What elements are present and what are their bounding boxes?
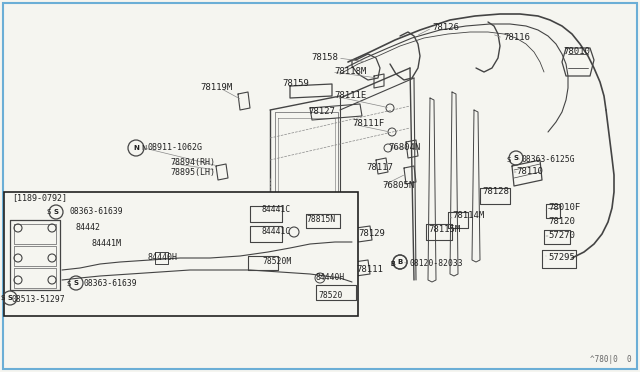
Text: 78126: 78126: [432, 23, 459, 32]
Text: S: S: [8, 295, 13, 301]
Text: N: N: [133, 145, 139, 151]
Text: 78111F: 78111F: [352, 119, 384, 128]
Text: 78894(RH): 78894(RH): [170, 158, 215, 167]
Text: 78119M: 78119M: [200, 83, 232, 93]
Text: 78120: 78120: [548, 218, 575, 227]
Text: 78520: 78520: [318, 292, 342, 301]
Text: S: S: [1, 295, 5, 301]
Text: 57295: 57295: [548, 253, 575, 263]
Text: 78117: 78117: [366, 164, 393, 173]
Text: S: S: [67, 281, 71, 287]
Text: [1189-0792]: [1189-0792]: [12, 193, 67, 202]
Text: 84441C: 84441C: [262, 205, 291, 215]
Text: 78010: 78010: [563, 48, 590, 57]
Text: 08911-1062G: 08911-1062G: [148, 144, 203, 153]
Text: ^780|0  0: ^780|0 0: [590, 355, 632, 364]
Text: 84440H: 84440H: [148, 253, 178, 263]
Text: 84440H: 84440H: [316, 273, 345, 282]
Text: 78115M: 78115M: [428, 225, 460, 234]
Text: 84441M: 84441M: [92, 240, 122, 248]
Text: 78110: 78110: [516, 167, 543, 176]
Text: 78158: 78158: [311, 54, 338, 62]
Text: 76804N: 76804N: [388, 144, 420, 153]
Text: B: B: [397, 259, 403, 265]
Text: 84442: 84442: [75, 224, 100, 232]
Text: 08513-51297: 08513-51297: [12, 295, 66, 305]
Text: S: S: [47, 209, 51, 215]
Text: 78895(LH): 78895(LH): [170, 169, 215, 177]
Bar: [4, 192, 358, 316]
Text: S: S: [54, 209, 58, 215]
Text: 76805N: 76805N: [382, 182, 414, 190]
Text: B: B: [390, 261, 396, 267]
Text: 78116: 78116: [503, 33, 530, 42]
Text: S: S: [74, 280, 79, 286]
Text: 78118M: 78118M: [334, 67, 366, 77]
Text: 78111: 78111: [356, 266, 383, 275]
Text: 08363-6125G: 08363-6125G: [522, 155, 575, 164]
Text: 78114M: 78114M: [452, 212, 484, 221]
Text: S: S: [507, 157, 511, 163]
Text: 08363-61639: 08363-61639: [84, 279, 138, 289]
Text: 08363-61639: 08363-61639: [70, 208, 124, 217]
Text: B: B: [390, 261, 396, 267]
Text: 78127: 78127: [308, 108, 335, 116]
Text: 84441C: 84441C: [262, 228, 291, 237]
Text: 78010F: 78010F: [548, 203, 580, 212]
Text: 78128: 78128: [482, 187, 509, 196]
Text: 78129: 78129: [358, 230, 385, 238]
Text: 78111E: 78111E: [334, 92, 366, 100]
Text: 78520M: 78520M: [262, 257, 291, 266]
Text: 08120-82033: 08120-82033: [410, 260, 463, 269]
Text: 78815N: 78815N: [306, 215, 335, 224]
Text: 78159: 78159: [282, 80, 309, 89]
Text: N: N: [141, 145, 147, 151]
Text: 57270: 57270: [548, 231, 575, 241]
Text: S: S: [513, 155, 518, 161]
